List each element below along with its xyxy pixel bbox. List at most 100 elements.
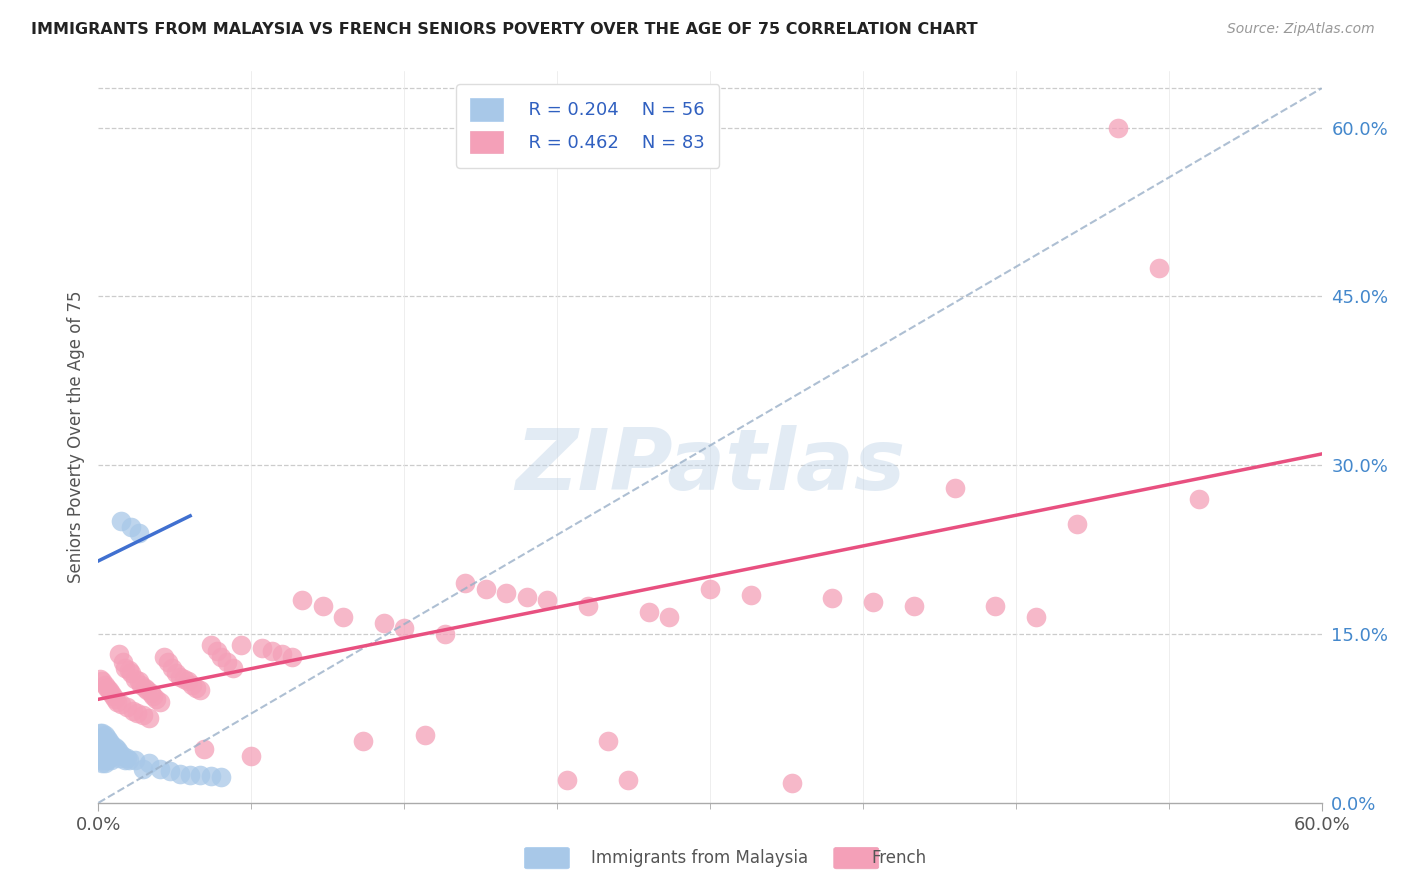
Point — [124, 672, 146, 686]
Point — [101, 748, 124, 763]
Point — [943, 481, 966, 495]
Point — [101, 741, 124, 756]
Point — [205, 644, 228, 658]
Point — [1147, 261, 1170, 276]
Point — [156, 655, 179, 669]
Point — [91, 753, 114, 767]
Point — [1188, 491, 1211, 506]
Point — [91, 756, 114, 771]
Point — [821, 591, 844, 605]
Point — [100, 745, 122, 759]
Point — [165, 666, 187, 681]
Point — [516, 590, 538, 604]
Point — [89, 734, 111, 748]
Legend:   R = 0.204    N = 56,   R = 0.462    N = 83: R = 0.204 N = 56, R = 0.462 N = 83 — [456, 84, 720, 168]
Point — [120, 666, 142, 681]
Point — [291, 593, 314, 607]
Point — [637, 605, 661, 619]
Point — [598, 734, 620, 748]
Point — [260, 644, 283, 658]
Point — [740, 588, 762, 602]
Point — [152, 649, 174, 664]
Point — [132, 708, 155, 723]
Point — [903, 599, 925, 613]
Point — [149, 694, 172, 708]
Point — [91, 726, 114, 740]
Point — [115, 700, 138, 714]
Point — [108, 745, 131, 759]
Point — [89, 741, 111, 756]
Point — [179, 767, 201, 781]
Point — [97, 683, 120, 698]
Point — [89, 751, 111, 765]
Point — [536, 593, 558, 607]
Point — [96, 753, 118, 767]
Point — [115, 751, 138, 765]
Point — [97, 751, 120, 765]
Point — [160, 661, 183, 675]
Point — [100, 753, 122, 767]
Point — [96, 731, 118, 745]
Point — [1107, 120, 1129, 135]
Point — [332, 610, 354, 624]
Point — [120, 520, 142, 534]
Point — [250, 640, 273, 655]
Text: French: French — [872, 849, 927, 867]
Point — [617, 773, 640, 788]
Point — [93, 745, 115, 759]
Point — [138, 756, 160, 771]
Point — [93, 756, 115, 771]
Point — [173, 672, 195, 686]
Point — [281, 649, 304, 664]
Point — [93, 728, 115, 742]
Point — [93, 751, 115, 765]
Point — [495, 586, 517, 600]
Point — [97, 734, 120, 748]
Point — [222, 661, 245, 675]
Point — [576, 599, 599, 613]
Point — [312, 599, 335, 613]
Point — [270, 647, 294, 661]
Point — [111, 655, 134, 669]
Text: Source: ZipAtlas.com: Source: ZipAtlas.com — [1227, 22, 1375, 37]
Point — [118, 663, 141, 677]
Point — [96, 737, 118, 751]
Point — [96, 745, 118, 759]
Point — [240, 748, 263, 763]
Point — [91, 741, 114, 756]
Point — [1025, 610, 1047, 624]
Point — [89, 731, 111, 745]
Point — [89, 748, 111, 763]
Point — [104, 739, 127, 754]
Point — [91, 737, 114, 751]
Point — [142, 689, 165, 703]
Point — [200, 638, 222, 652]
Point — [138, 711, 160, 725]
Point — [104, 745, 127, 759]
Point — [122, 704, 145, 718]
Point — [100, 737, 122, 751]
Point — [352, 734, 374, 748]
Point — [91, 731, 114, 745]
Point — [984, 599, 1007, 613]
Point — [128, 674, 150, 689]
Point — [177, 674, 200, 689]
Point — [145, 692, 167, 706]
Point — [434, 627, 457, 641]
Point — [392, 621, 416, 635]
Point — [124, 753, 146, 767]
Point — [108, 647, 131, 661]
Point — [105, 694, 128, 708]
Point — [169, 766, 191, 780]
Point — [129, 678, 152, 692]
Point — [555, 773, 579, 788]
Point — [215, 655, 238, 669]
Point — [231, 638, 253, 652]
Text: Immigrants from Malaysia: Immigrants from Malaysia — [591, 849, 807, 867]
Point — [105, 741, 128, 756]
Point — [104, 692, 127, 706]
Point — [1066, 516, 1088, 531]
Point — [136, 683, 159, 698]
Point — [89, 726, 111, 740]
Point — [780, 775, 803, 789]
